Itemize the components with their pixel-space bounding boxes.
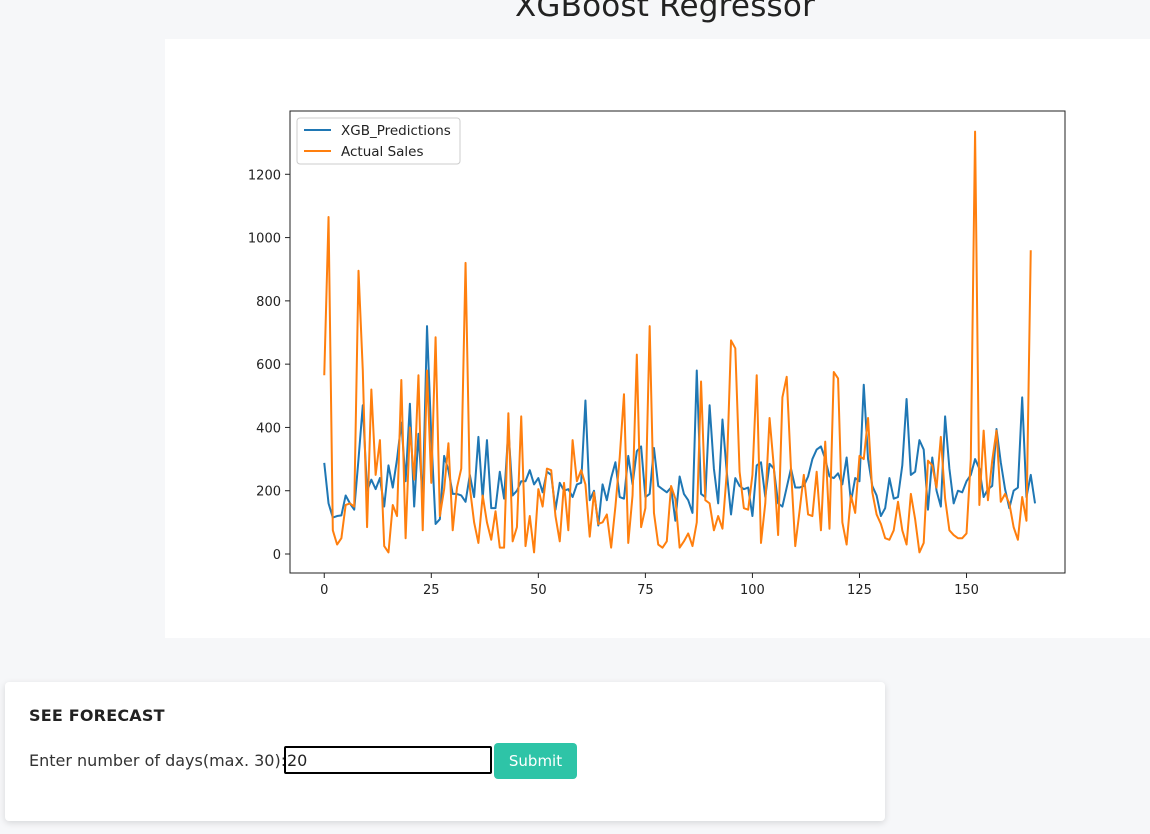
x-tick-label: 0 xyxy=(320,583,328,598)
x-tick-label: 50 xyxy=(530,583,547,598)
x-axis-ticks: 0 25 50 75 100 125 150 xyxy=(320,573,979,598)
days-input-label: Enter number of days(max. 30): xyxy=(29,751,287,770)
chart-axes-frame xyxy=(289,110,1066,574)
y-axis-ticks: 0 200 400 600 800 1000 1200 xyxy=(248,168,290,563)
x-tick-label: 100 xyxy=(740,583,765,598)
y-tick-label: 1200 xyxy=(248,168,281,183)
series-line-actual-sales xyxy=(323,130,1032,554)
forecast-heading: SEE FORECAST xyxy=(29,706,165,725)
page-title: XGBoost Regressor xyxy=(514,0,816,24)
y-tick-label: 600 xyxy=(256,358,281,373)
submit-button[interactable]: Submit xyxy=(494,743,577,779)
x-tick-label: 75 xyxy=(637,583,654,598)
plot-card: 0 25 50 75 100 125 150 0 200 400 600 800 1000 1200 X… xyxy=(165,39,1150,638)
legend-box xyxy=(296,117,461,165)
y-tick-label: 1000 xyxy=(248,232,281,247)
y-tick-label: 400 xyxy=(256,421,281,436)
x-tick-label: 125 xyxy=(847,583,872,598)
legend-label-predictions: XGB_Predictions xyxy=(341,123,451,139)
y-tick-label: 800 xyxy=(256,295,281,310)
days-input[interactable] xyxy=(284,746,492,774)
x-tick-label: 150 xyxy=(954,583,979,598)
forecast-chart: 0 25 50 75 100 125 150 0 200 400 600 800 1000 1200 X… xyxy=(248,110,1066,598)
y-tick-label: 200 xyxy=(256,485,281,500)
forecast-card: SEE FORECAST Enter number of days(max. 3… xyxy=(5,682,885,821)
series-line-predictions xyxy=(323,325,1037,527)
series-lines xyxy=(323,130,1037,554)
legend-label-actual: Actual Sales xyxy=(341,144,424,160)
chart-legend: XGB_Predictions Actual Sales xyxy=(296,117,461,165)
x-tick-label: 25 xyxy=(423,583,440,598)
y-tick-label: 0 xyxy=(273,548,281,563)
